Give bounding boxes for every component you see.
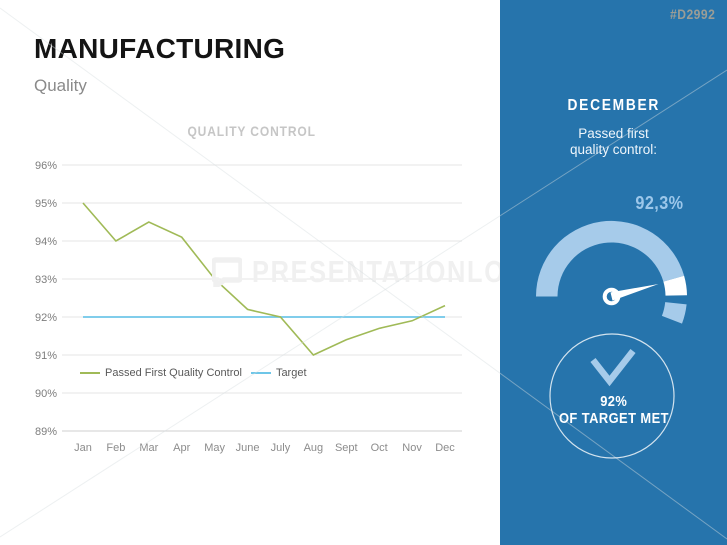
y-axis-label: 94% [35,236,57,248]
watermark: PRESENTATIONLOAD [212,250,610,294]
x-axis-label: Sept [335,442,358,454]
x-axis-label: Dec [435,442,455,454]
badge-value: 92% [599,393,628,410]
legend-label: Passed First Quality Control [105,367,242,379]
x-axis-label: June [236,442,260,454]
x-axis-label: July [271,442,291,454]
y-axis-label: 92% [35,312,57,324]
y-axis-label: 96% [35,160,57,172]
x-axis-label: Oct [371,442,388,454]
legend-item: Passed First Quality Control [80,367,242,379]
legend-label: Target [275,367,307,379]
legend-swatch [80,372,100,374]
gauge-value: 92,3% [635,193,684,213]
x-axis-label: Apr [173,442,190,454]
badge-label: OF TARGET MET [558,410,669,427]
panel-caption-line1: Passed first [578,126,649,141]
chart-title: QUALITY CONTROL [187,123,317,139]
x-axis-label: Mar [139,442,158,454]
x-axis-label: Jan [74,442,92,454]
legend-swatch [250,372,271,374]
x-axis-label: May [204,442,225,454]
y-axis-label: 93% [35,274,57,286]
y-axis-label: 95% [35,198,57,210]
product-code: #D2992 [669,7,715,22]
watermark-text: PRESENTATIONLOAD [252,254,546,289]
y-axis-label: 91% [35,350,57,362]
x-axis-label: Nov [402,442,422,454]
x-axis-label: Aug [304,442,324,454]
panel-month-title: DECEMBER [567,97,660,114]
page-subtitle: Quality [34,76,87,95]
panel-caption-line2: quality control: [569,141,658,157]
legend-item: Target [250,367,307,379]
presentationload-logo-icon [212,257,242,287]
chart-legend: Passed First Quality Control Target [80,367,307,379]
page-title: MANUFACTURING [34,33,286,64]
y-axis-label: 89% [35,426,57,438]
y-axis-label: 90% [35,388,57,400]
panel-caption: Passed first quality control: [500,126,727,157]
summary-panel [500,0,727,545]
x-axis-label: Feb [106,442,125,454]
